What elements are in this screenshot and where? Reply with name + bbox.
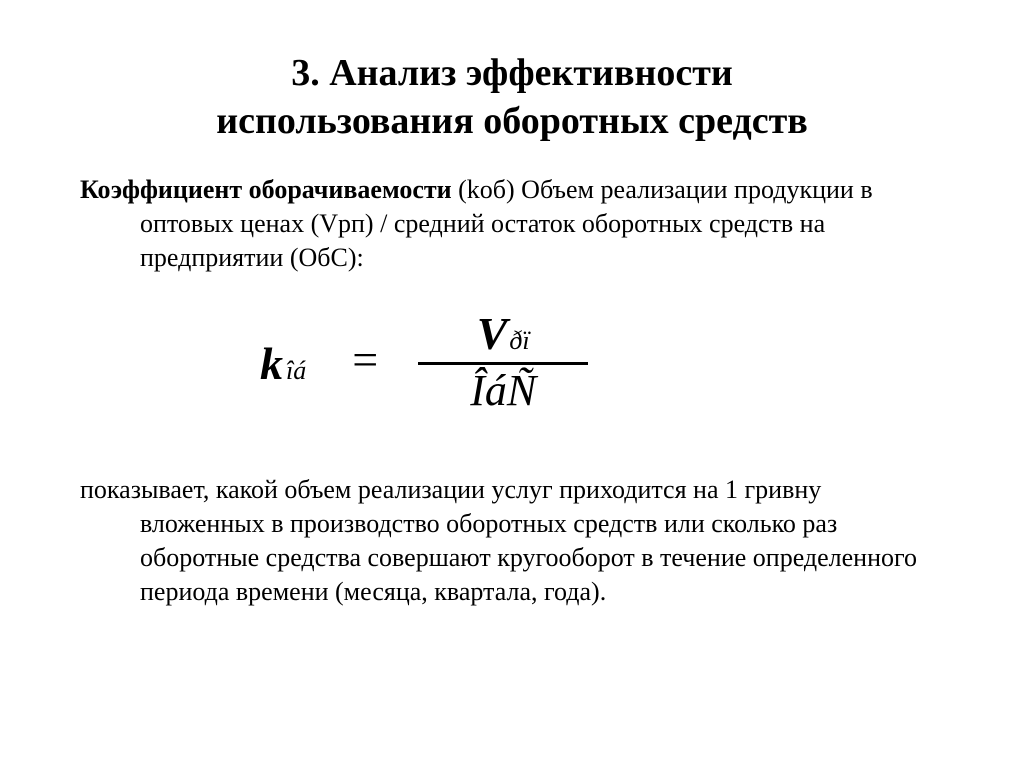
formula-equals: =: [352, 333, 378, 386]
explanation-paragraph: показывает, какой объем реализации услуг…: [80, 473, 944, 608]
formula-lhs-subscript: îá: [283, 356, 306, 390]
term-name: Коэффициент оборачиваемости: [80, 175, 452, 204]
formula-fraction: V ðï ÎáÑ: [418, 307, 588, 416]
formula-block: k îá = V ðï ÎáÑ: [80, 309, 944, 418]
formula-denominator: ÎáÑ: [470, 365, 536, 416]
formula-numerator: V ðï: [467, 307, 540, 362]
formula-lhs-var: k: [260, 337, 283, 390]
formula-num-subscript: ðï: [507, 326, 529, 360]
definition-paragraph: Коэффициент оборачиваемости (kоб) Объем …: [80, 173, 944, 274]
slide-title: 3. Анализ эффективности использования об…: [80, 50, 944, 145]
title-line-1: 3. Анализ эффективности: [291, 52, 733, 94]
formula-lhs: k îá: [260, 337, 306, 390]
title-line-2: использования оборотных средств: [216, 100, 808, 142]
formula-num-var: V: [477, 307, 508, 360]
